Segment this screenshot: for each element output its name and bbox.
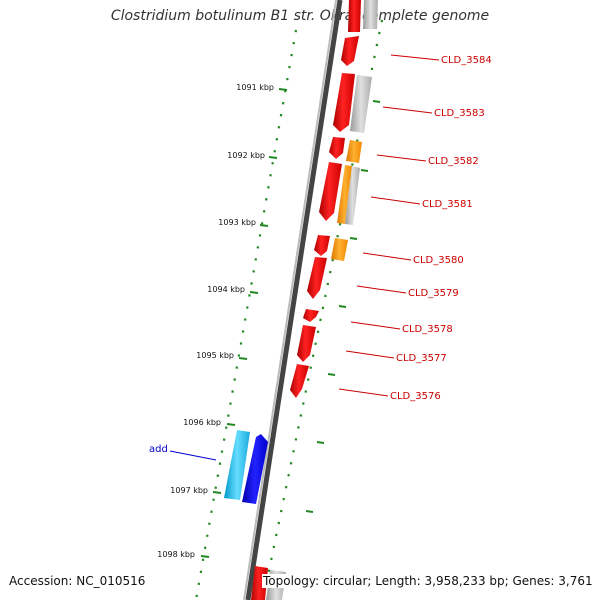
- outer-ring-tick: [372, 100, 381, 103]
- gene-arrow-cld-3580-red[interactable]: [314, 235, 330, 256]
- inner-dotted-guide: [194, 29, 298, 600]
- scale-tick: [238, 357, 248, 360]
- gene-label-cld-3576[interactable]: CLD_3576: [390, 391, 441, 402]
- gene-leader-lines: [338, 54, 440, 397]
- outer-ring-tick: [327, 373, 336, 376]
- gene-arrow-cld-3576[interactable]: [290, 364, 309, 398]
- gene-arrow-cld-3581-orange[interactable]: [337, 165, 352, 224]
- gene-arrow-cld-3582-red[interactable]: [329, 137, 345, 159]
- scale-tick: [200, 555, 210, 558]
- outer-ring-tick: [360, 169, 369, 172]
- gene-label-cld-3579[interactable]: CLD_3579: [408, 288, 459, 299]
- scale-tick: [268, 156, 278, 159]
- scale-label: 1094 kbp: [207, 285, 245, 294]
- gene-label-cld-3577[interactable]: CLD_3577: [396, 353, 447, 364]
- add-feature-arrow-cyan[interactable]: [224, 430, 250, 500]
- gene-arrow-cld-3581-red[interactable]: [319, 162, 342, 221]
- genome-summary-text: Topology: circular; Length: 3,958,233 bp…: [262, 574, 593, 588]
- gene-arrow-cld-3579[interactable]: [307, 257, 327, 299]
- gene-label-cld-3581[interactable]: CLD_3581: [422, 199, 473, 210]
- gene-arrow-cld-3583-red[interactable]: [333, 73, 355, 132]
- scale-label: 1093 kbp: [218, 218, 256, 227]
- scale-label: 1091 kbp: [236, 83, 274, 92]
- add-feature-arrow-blue[interactable]: [242, 434, 268, 504]
- scale-label: 1098 kbp: [157, 550, 195, 559]
- scale-tick: [249, 291, 259, 294]
- gene-label-cld-3578[interactable]: CLD_3578: [402, 324, 453, 335]
- scale-tick: [212, 491, 222, 494]
- outer-ring-tick: [349, 237, 358, 240]
- scale-label: 1092 kbp: [227, 151, 265, 160]
- gene-arrow-cld-3578[interactable]: [303, 309, 319, 322]
- feature-leader-line: [169, 450, 217, 461]
- scale-tick: [259, 224, 269, 227]
- gene-arrow-cld-3581-grey[interactable]: [345, 166, 360, 225]
- gene-label-cld-3580[interactable]: CLD_3580: [413, 255, 464, 266]
- scale-labels: 1091 kbp 1092 kbp 1093 kbp 1094 kbp 1095…: [157, 83, 274, 559]
- scale-label: 1095 kbp: [196, 351, 234, 360]
- gene-arrow-cld-3582-orange[interactable]: [346, 140, 362, 163]
- gene-arrow-cld-3584[interactable]: [341, 36, 359, 66]
- gene-arrow-top-partial-grey[interactable]: [363, 0, 378, 29]
- accession-text: Accession: NC_010516: [9, 574, 146, 588]
- outer-ring-ticks: [305, 100, 381, 513]
- gene-label-cld-3584[interactable]: CLD_3584: [441, 55, 492, 66]
- scale-tick: [278, 88, 288, 91]
- scale-tick: [226, 423, 236, 426]
- feature-label-add[interactable]: add: [149, 444, 168, 455]
- outer-ring-tick: [305, 510, 314, 513]
- genome-backbone: [243, 0, 343, 600]
- gene-arrow-cld-3580-orange[interactable]: [331, 238, 348, 261]
- gene-arrows: [290, 36, 372, 398]
- gene-arrow-top-partial[interactable]: [348, 0, 361, 32]
- feature-arrows: [224, 430, 268, 504]
- scale-ticks: [200, 88, 288, 558]
- gene-labels: CLD_3584 CLD_3583 CLD_3582 CLD_3581 CLD_…: [390, 55, 492, 402]
- scale-label: 1097 kbp: [170, 486, 208, 495]
- scale-label: 1096 kbp: [183, 418, 221, 427]
- outer-ring-tick: [316, 441, 325, 444]
- outer-ring-tick: [338, 305, 347, 308]
- gene-label-cld-3582[interactable]: CLD_3582: [428, 156, 479, 167]
- gene-label-cld-3583[interactable]: CLD_3583: [434, 108, 485, 119]
- gene-arrow-cld-3583-grey[interactable]: [350, 75, 372, 133]
- map-title: Clostridium botulinum B1 str. Okra, comp…: [110, 8, 490, 24]
- gene-arrow-cld-3577[interactable]: [297, 325, 316, 362]
